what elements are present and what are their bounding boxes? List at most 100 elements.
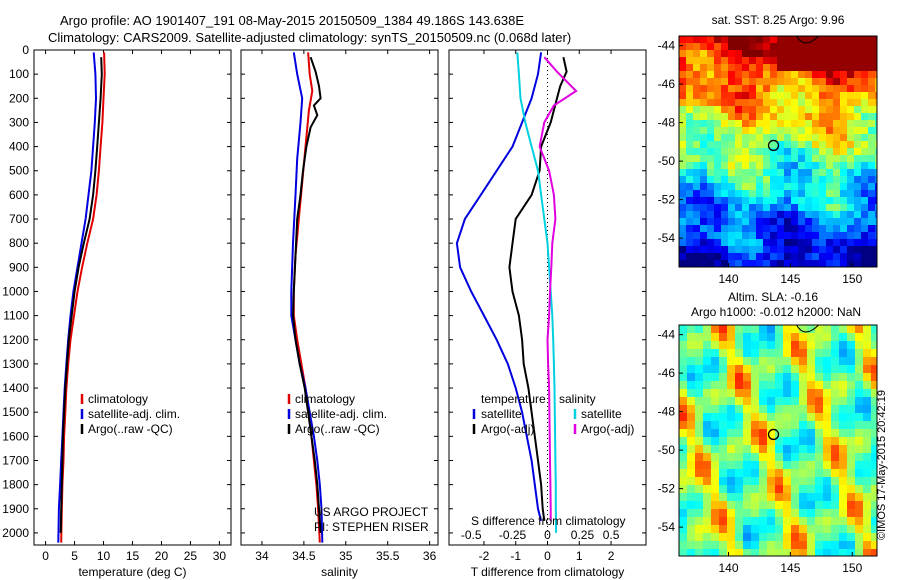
- heatmap-cell: [847, 246, 854, 253]
- y-tick-label: 400: [9, 140, 29, 154]
- heatmap-cell: [735, 373, 743, 381]
- heatmap-cell: [775, 397, 783, 405]
- heatmap-cell: [783, 549, 791, 556]
- heatmap-cell: [799, 485, 807, 493]
- heatmap-cell: [784, 36, 791, 43]
- heatmap-cell: [700, 127, 707, 134]
- heatmap-cell: [839, 533, 847, 541]
- heatmap-cell: [784, 246, 791, 253]
- heatmap-cell: [791, 50, 798, 57]
- y-tick-label: 1200: [2, 333, 29, 347]
- heatmap-cell: [819, 204, 826, 211]
- heatmap-cell: [805, 204, 812, 211]
- heatmap-cell: [727, 533, 735, 541]
- heatmap-cell: [855, 493, 863, 501]
- heatmap-cell: [819, 141, 826, 148]
- heatmap-cell: [868, 134, 875, 141]
- heatmap-cell: [767, 365, 775, 373]
- heatmap-cell: [798, 134, 805, 141]
- heatmap-cell: [749, 71, 756, 78]
- heatmap-cell: [847, 57, 854, 64]
- heatmap-cell: [799, 381, 807, 389]
- heatmap-cell: [763, 190, 770, 197]
- top-tick-label: 0: [544, 528, 551, 542]
- heatmap-cell: [714, 92, 721, 99]
- heatmap-cell: [695, 405, 703, 413]
- heatmap-cell: [743, 365, 751, 373]
- heatmap-cell: [840, 113, 847, 120]
- heatmap-cell: [767, 445, 775, 453]
- panel-salinity: 34 34.5 35 35.5 36salinityclimatologysatelli…: [240, 49, 439, 579]
- heatmap-cell: [728, 64, 735, 71]
- heatmap-cell: [735, 225, 742, 232]
- heatmap-cell: [743, 389, 751, 397]
- heatmap-cell: [719, 365, 727, 373]
- heatmap-cell: [831, 501, 839, 509]
- heatmap-cell: [819, 197, 826, 204]
- legend-heading: temperature: [481, 392, 546, 406]
- heatmap-cell: [861, 57, 868, 64]
- heatmap-cell: [854, 57, 861, 64]
- heatmap-cell: [707, 71, 714, 78]
- heatmap-cell: [805, 169, 812, 176]
- heatmap-cell: [826, 85, 833, 92]
- heatmap-cell: [693, 106, 700, 113]
- heatmap-cell: [805, 148, 812, 155]
- heatmap-cell: [679, 99, 686, 106]
- heatmap-cell: [707, 260, 714, 267]
- legend-label: Argo(..raw -QC): [88, 422, 173, 436]
- heatmap-cell: [847, 239, 854, 246]
- heatmap-cell: [775, 405, 783, 413]
- heatmap-cell: [831, 405, 839, 413]
- heatmap-cell: [826, 253, 833, 260]
- heatmap-cell: [727, 445, 735, 453]
- heatmap-cell: [775, 549, 783, 556]
- heatmap-cell: [735, 113, 742, 120]
- heatmap-cell: [770, 92, 777, 99]
- heatmap-cell: [749, 57, 756, 64]
- heatmap-cell: [735, 155, 742, 162]
- heatmap-cell: [815, 397, 823, 405]
- heatmap-cell: [875, 71, 877, 78]
- heatmap-cell: [826, 183, 833, 190]
- heatmap-cell: [679, 246, 686, 253]
- heatmap-cell: [687, 469, 695, 477]
- heatmap-cell: [749, 141, 756, 148]
- heatmap-cell: [770, 78, 777, 85]
- heatmap-cell: [805, 232, 812, 239]
- heatmap-cell: [763, 43, 770, 50]
- heatmap-cell: [728, 148, 735, 155]
- heatmap-cell: [854, 71, 861, 78]
- heatmap-cell: [756, 197, 763, 204]
- heatmap-cell: [847, 413, 855, 421]
- heatmap-cell: [847, 437, 855, 445]
- heatmap-cell: [783, 341, 791, 349]
- heatmap-cell: [798, 43, 805, 50]
- heatmap-cell: [695, 517, 703, 525]
- heatmap-cell: [756, 260, 763, 267]
- heatmap-cell: [714, 64, 721, 71]
- heatmap-cell: [767, 333, 775, 341]
- heatmap-cell: [687, 525, 695, 533]
- heatmap-cell: [719, 381, 727, 389]
- heatmap-cell: [815, 373, 823, 381]
- heatmap-cell: [863, 365, 871, 373]
- heatmap-cell: [799, 477, 807, 485]
- heatmap-cell: [812, 99, 819, 106]
- heatmap-cell: [871, 493, 877, 501]
- heatmap-cell: [770, 239, 777, 246]
- heatmap-cell: [703, 517, 711, 525]
- heatmap-cell: [777, 155, 784, 162]
- heatmap-cell: [767, 381, 775, 389]
- heatmap-cell: [686, 78, 693, 85]
- heatmap-cell: [714, 190, 721, 197]
- heatmap-cell: [805, 99, 812, 106]
- heatmap-cell: [805, 43, 812, 50]
- heatmap-cell: [855, 429, 863, 437]
- heatmap-cell: [868, 225, 875, 232]
- heatmap-cell: [812, 113, 819, 120]
- heatmap-cell: [727, 381, 735, 389]
- heatmap-cell: [855, 461, 863, 469]
- heatmap-cell: [826, 120, 833, 127]
- heatmap-cell: [742, 127, 749, 134]
